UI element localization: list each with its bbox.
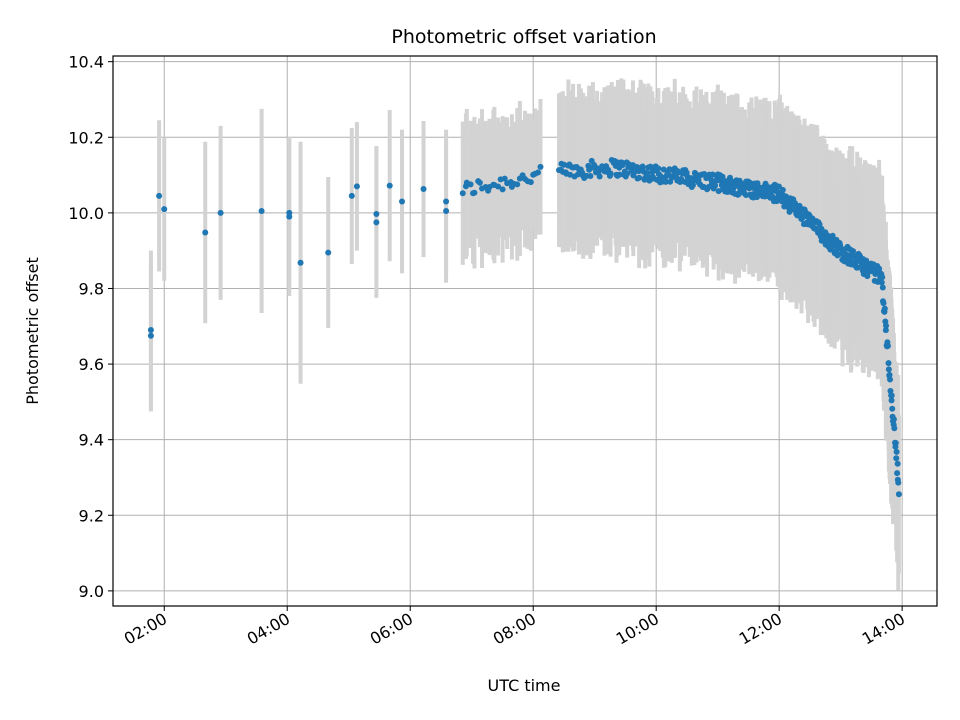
data-point [495, 183, 502, 190]
data-point [459, 190, 466, 197]
data-point [792, 200, 799, 207]
data-point [373, 211, 380, 218]
data-point [881, 305, 888, 312]
y-tick-label: 9.2 [79, 506, 104, 525]
x-axis-label: UTC time [488, 676, 561, 695]
data-point [596, 173, 603, 180]
data-point [501, 175, 508, 182]
y-axis-ticks: 9.0 9.2 9.4 9.6 9.8 10.0 10.2 10.4 [68, 53, 113, 601]
y-tick-label: 9.6 [79, 355, 104, 374]
data-point [889, 405, 896, 412]
data-point [882, 327, 889, 334]
data-point [850, 248, 857, 255]
data-point [894, 460, 901, 467]
data-point [471, 189, 478, 196]
data-point [878, 279, 885, 286]
data-point [879, 274, 886, 281]
data-point [775, 183, 782, 190]
data-point [879, 284, 886, 291]
data-points [147, 157, 902, 498]
data-point [535, 169, 542, 176]
data-point [467, 181, 474, 188]
data-point [147, 327, 154, 334]
y-tick-label: 9.0 [79, 582, 104, 601]
chart-title: Photometric offset variation [391, 26, 656, 48]
data-point [779, 186, 786, 193]
y-axis-label: Photometric offset [23, 257, 42, 405]
data-point [712, 182, 719, 189]
data-point [527, 179, 534, 186]
data-point [443, 198, 450, 205]
data-point [147, 332, 154, 339]
data-point [891, 425, 898, 432]
data-point [373, 219, 380, 226]
data-point [884, 342, 891, 349]
data-point [639, 163, 646, 170]
y-tick-label: 9.8 [79, 279, 104, 298]
data-point [348, 192, 355, 199]
data-point [258, 207, 265, 214]
data-point [885, 366, 892, 373]
data-point [386, 182, 393, 189]
data-point [886, 371, 893, 378]
data-point [893, 448, 900, 455]
data-point [587, 173, 594, 180]
data-point [325, 249, 332, 256]
data-point [353, 183, 360, 190]
data-point [753, 194, 760, 201]
error-bars [148, 78, 901, 591]
data-point [537, 163, 544, 170]
data-point [890, 416, 897, 423]
data-point [399, 198, 406, 205]
data-point [816, 221, 823, 228]
data-point [443, 207, 450, 214]
data-point [297, 259, 304, 266]
data-point [499, 186, 506, 193]
data-point [662, 178, 669, 185]
data-point [655, 165, 662, 172]
data-point [883, 322, 890, 329]
data-point [156, 192, 163, 199]
data-point [202, 229, 209, 236]
data-point [769, 193, 776, 200]
data-point [888, 392, 895, 399]
y-tick-label: 10.4 [68, 53, 104, 72]
data-point [607, 170, 614, 177]
data-point [895, 479, 902, 486]
data-point [895, 491, 902, 498]
data-point [286, 213, 293, 220]
data-point [888, 397, 895, 404]
data-point [514, 181, 521, 188]
data-point [880, 300, 887, 307]
data-point [885, 360, 892, 367]
data-point [217, 209, 224, 216]
data-point [420, 186, 427, 193]
data-point [636, 174, 643, 181]
data-point [161, 206, 168, 213]
data-point [660, 166, 667, 173]
data-point [476, 179, 483, 186]
plot-frame [112, 55, 938, 607]
y-tick-label: 10.2 [68, 128, 104, 147]
data-point [892, 439, 899, 446]
data-point [894, 470, 901, 477]
y-tick-label: 9.4 [79, 431, 104, 450]
data-point [887, 376, 894, 383]
data-point [689, 182, 696, 189]
data-point [893, 455, 900, 462]
data-point [616, 171, 623, 178]
data-point [754, 180, 761, 187]
y-tick-label: 10.0 [68, 204, 104, 223]
data-point [624, 170, 631, 177]
